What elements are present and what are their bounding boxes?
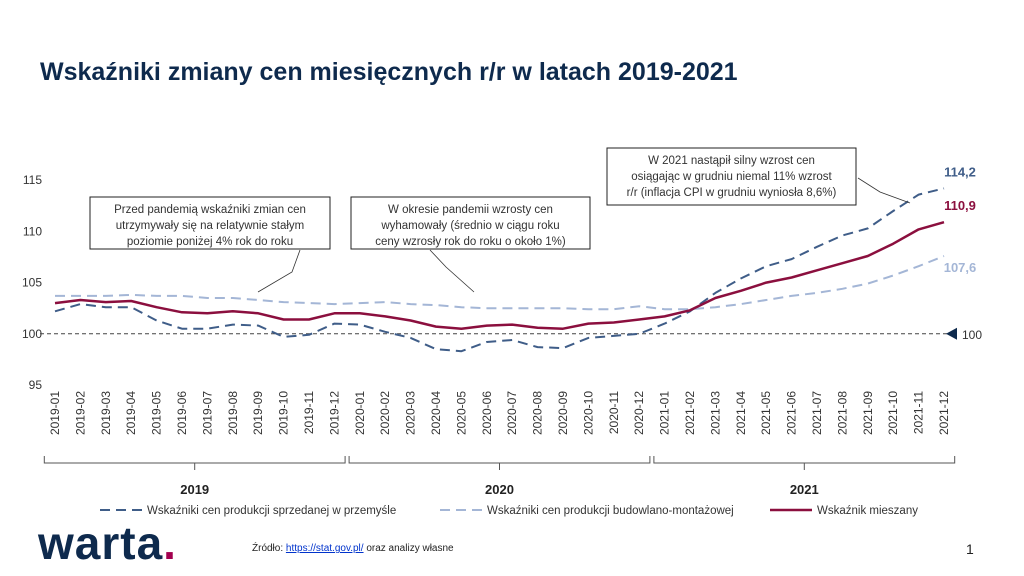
x-tick-label: 2019-08	[226, 391, 240, 435]
year-bracket	[43, 456, 346, 464]
legend-label: Wskaźnik mieszany	[817, 505, 918, 517]
y-tick-label: 100	[22, 327, 42, 341]
x-tick-label: 2021-04	[734, 391, 748, 435]
x-tick-label: 2019-09	[251, 391, 265, 435]
source-suffix: oraz analizy własne	[366, 543, 454, 554]
year-label: 2021	[790, 482, 819, 497]
x-tick-label: 2019-06	[175, 391, 189, 435]
x-tick-label: 2019-04	[124, 391, 138, 435]
year-bracket	[348, 456, 651, 464]
annotation-box	[606, 147, 857, 206]
annotation-line: r/r (inflacja CPI w grudniu wyniosła 8,6…	[627, 187, 837, 199]
annotation-line: utrzymywały się na relatywnie stałym	[116, 220, 305, 232]
x-tick-label: 2020-10	[581, 391, 595, 435]
annotation-box	[350, 196, 591, 250]
x-tick-label: 2020-12	[632, 391, 646, 435]
year-bracket	[653, 456, 956, 464]
legend-label: Wskaźniki cen produkcji sprzedanej w prz…	[147, 505, 396, 517]
legend-label: Wskaźniki cen produkcji budowlano-montaż…	[487, 505, 734, 517]
series-line-budowlana	[55, 255, 945, 311]
end-label-mieszany: 110,9	[944, 198, 976, 213]
page-number: 1	[966, 541, 974, 557]
year-label: 2020	[485, 482, 514, 497]
x-tick-label: 2021-12	[937, 391, 951, 435]
x-tick-label: 2019-05	[150, 391, 164, 435]
annotation-line: poziomie poniżej 4% rok do roku	[127, 236, 293, 248]
series-layer: 114,2 107,6 110,9	[54, 164, 977, 353]
x-tick-label: 2020-11	[607, 391, 621, 434]
end-label-przemysl: 114,2	[944, 164, 976, 179]
annotation-line: ceny wzrosły rok do roku o około 1%)	[375, 236, 566, 248]
annotation-line: W okresie pandemii wzrosty cen	[388, 204, 553, 216]
slide-title: Wskaźniki zmiany cen miesięcznych r/r w …	[40, 58, 738, 86]
x-tick-label: 2020-03	[404, 391, 418, 435]
x-tick-label: 2020-04	[429, 391, 443, 435]
x-tick-label: 2019-02	[73, 391, 87, 435]
y-tick-label: 105	[22, 276, 42, 290]
x-tick-label: 2021-02	[683, 391, 697, 435]
x-tick-label: 2020-02	[378, 391, 392, 435]
annotation-layer: Przed pandemią wskaźniki zmian cen utrzym…	[89, 147, 911, 293]
annotation-box	[89, 196, 331, 250]
x-tick-label: 2020-05	[454, 391, 468, 435]
x-tick-label: 2021-10	[886, 391, 900, 435]
x-tick-label: 2019-03	[99, 391, 113, 435]
x-tick-label: 2021-03	[708, 391, 722, 435]
legend: Wskaźniki cen produkcji sprzedanej w prz…	[100, 505, 918, 517]
annotation-pandemic: W okresie pandemii wzrosty cen wyhamowały…	[350, 196, 591, 293]
y-tick-label: 115	[23, 173, 42, 187]
annotation-y2021: W 2021 nastąpił silny wzrost cen osiągają…	[606, 147, 911, 206]
source-note: Źródło: https://stat.gov.pl/ oraz analiz…	[252, 543, 454, 554]
reference-marker	[946, 327, 957, 340]
legend-item-mieszany: Wskaźnik mieszany	[770, 505, 918, 517]
x-tick-label: 2021-09	[861, 391, 875, 435]
x-tick-label: 2021-07	[810, 391, 824, 435]
x-tick-label: 2021-01	[658, 391, 672, 435]
logo-dot: .	[163, 517, 177, 569]
annotation-pre: Przed pandemią wskaźniki zmian cen utrzym…	[89, 196, 331, 293]
series-line-przemysl	[54, 187, 945, 353]
logo-text: warta	[38, 517, 164, 569]
x-tick-label: 2019-07	[200, 391, 214, 435]
year-label: 2019	[180, 482, 209, 497]
reference-label: 100	[962, 328, 982, 342]
annotation-leader	[429, 249, 475, 293]
x-tick-label: 2019-10	[277, 391, 291, 435]
annotation-line: osiągając w grudniu niemal 11% wzrost	[631, 171, 832, 183]
warta-logo: warta.	[38, 520, 177, 566]
x-tick-label: 2019-01	[48, 391, 62, 435]
y-tick-label: 110	[23, 224, 42, 238]
x-tick-label: 2021-05	[759, 391, 773, 435]
x-tick-label: 2021-11	[912, 391, 926, 434]
x-tick-label: 2019-12	[327, 391, 341, 435]
annotation-line: wyhamowały (średnio w ciągu roku	[380, 220, 559, 232]
end-label-budowlana: 107,6	[944, 260, 977, 275]
x-tick-label: 2020-08	[531, 391, 545, 435]
annotation-leader	[857, 177, 911, 204]
x-tick-label: 2020-06	[480, 391, 494, 435]
axes-layer: 95 100 105 110 115 2019-01 2019-02 2019-03 2019-…	[22, 173, 982, 497]
source-link[interactable]: https://stat.gov.pl/	[285, 543, 364, 554]
x-tick-label: 2021-06	[785, 391, 799, 435]
series-line-mieszany	[54, 220, 945, 330]
annotation-leader	[257, 249, 301, 293]
annotation-line: Przed pandemią wskaźniki zmian cen	[114, 204, 306, 216]
source-prefix: Źródło:	[252, 543, 284, 554]
x-tick-label: 2020-07	[505, 391, 519, 435]
x-tick-label: 2020-09	[556, 391, 570, 435]
x-tick-label: 2019-11	[302, 391, 316, 434]
y-tick-label: 95	[29, 378, 43, 392]
legend-item-budowlana: Wskaźniki cen produkcji budowlano-montaż…	[440, 505, 734, 517]
legend-item-przemysl: Wskaźniki cen produkcji sprzedanej w prz…	[100, 505, 396, 517]
annotation-line: W 2021 nastąpił silny wzrost cen	[648, 155, 815, 167]
x-tick-label: 2021-08	[835, 391, 849, 435]
x-tick-label: 2020-01	[353, 391, 367, 435]
